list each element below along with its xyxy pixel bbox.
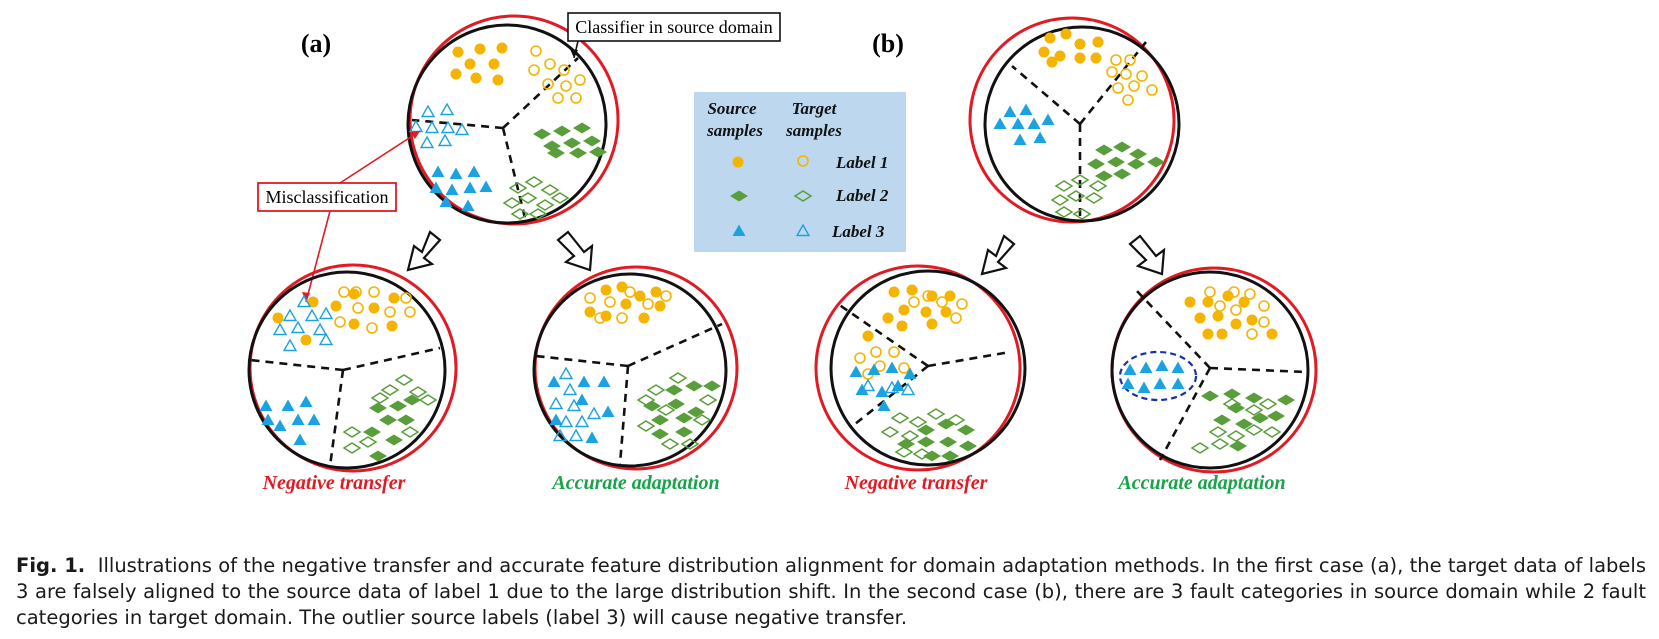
legend-source-label1-icon [732, 156, 744, 168]
legend-label-3: Label 3 [831, 222, 885, 241]
legend-source-header-2: samples [706, 121, 763, 140]
classifier-callout: Classifier in source domain [567, 12, 781, 59]
caption-text: Illustrations of the negative transfer a… [16, 554, 1646, 629]
label3-target-cluster [409, 103, 469, 149]
legend-label-1: Label 1 [835, 153, 888, 172]
caption-label: Fig. 1. [16, 554, 86, 577]
legend-target-header-1: Target [792, 99, 838, 118]
arrow-down-right-icon [556, 230, 594, 272]
figure-canvas: (a) (b) [247, 12, 1318, 494]
legend-source-header-1: Source [707, 99, 757, 118]
panel-b-accurate-circle [1110, 266, 1318, 474]
label2-source-cluster [533, 122, 607, 159]
accurate-adaptation-label-a: Accurate adaptation [550, 472, 719, 494]
legend-label-2: Label 2 [835, 186, 889, 205]
arrow-down-right-icon [1128, 234, 1166, 276]
misclassification-callout-text: Misclassification [266, 187, 389, 207]
panel-b-negative-circle [814, 264, 1027, 472]
panel-a-accurate-circle [532, 265, 739, 471]
legend-target-header-2: samples [785, 121, 842, 140]
label1-source-cluster [450, 42, 508, 86]
panel-b-source-circle [968, 16, 1181, 224]
highlight-ellipse [1118, 350, 1198, 402]
figure-caption: Fig. 1. Illustrations of the negative tr… [16, 553, 1646, 631]
negative-transfer-label-a: Negative transfer [262, 472, 406, 494]
negative-transfer-label-b: Negative transfer [844, 472, 988, 494]
panel-a-negative-circle [247, 263, 458, 473]
arrow-down-left-icon [980, 234, 1016, 276]
misclassification-callout: Misclassification [257, 130, 421, 303]
panel-b-label: (b) [872, 29, 904, 58]
arrow-down-left-icon [406, 230, 442, 272]
panel-a-source-circle [406, 14, 620, 226]
label3-source-cluster [429, 165, 493, 211]
classifier-callout-text: Classifier in source domain [575, 17, 772, 37]
panel-a-label: (a) [301, 29, 331, 58]
legend-box: Source samples Target samples Label 1 La… [694, 92, 906, 252]
accurate-adaptation-label-b: Accurate adaptation [1116, 472, 1285, 494]
